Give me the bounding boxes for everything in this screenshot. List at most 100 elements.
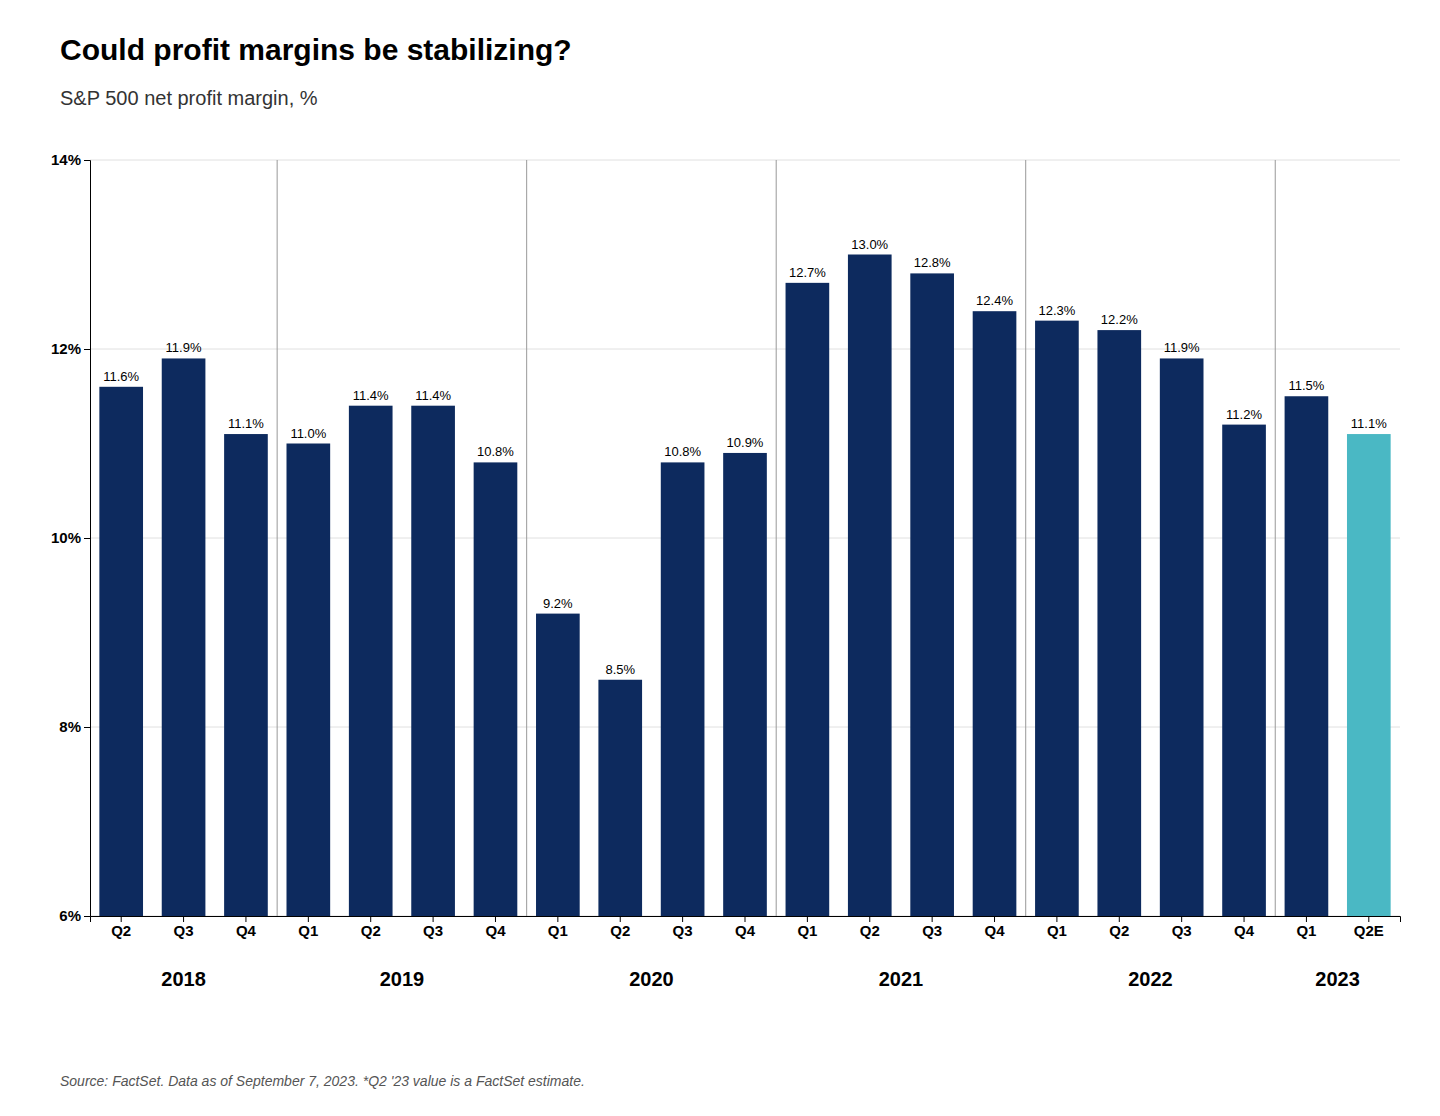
tick-label: Q1	[1047, 922, 1067, 939]
tick-label: Q1	[1296, 922, 1316, 939]
data-label: 11.4%	[353, 388, 389, 403]
data-label: 10.9%	[727, 435, 764, 450]
bar	[1035, 321, 1079, 916]
tick: Q3	[1172, 916, 1192, 939]
tick-label: Q4	[985, 922, 1006, 939]
year-labels: 201820192020202120222023	[161, 968, 1360, 990]
tick-mark	[84, 538, 90, 539]
tick-label: 10%	[51, 529, 81, 546]
tick: Q3	[922, 916, 942, 939]
bar	[1222, 425, 1266, 916]
tick: Q2E	[1354, 916, 1384, 939]
data-label: 12.3%	[1038, 303, 1075, 318]
tick-label: 8%	[59, 718, 81, 735]
bar	[474, 462, 518, 916]
tick: Q3	[174, 916, 194, 939]
tick: 14%	[51, 151, 90, 168]
year-label: 2018	[161, 968, 206, 990]
bar	[1097, 330, 1141, 916]
bar	[162, 358, 206, 916]
year-label: 2020	[629, 968, 674, 990]
year-label: 2023	[1315, 968, 1360, 990]
bar	[1347, 434, 1391, 916]
tick-label: Q4	[485, 922, 506, 939]
data-label: 12.7%	[789, 265, 826, 280]
tick-mark	[84, 160, 90, 161]
data-label: 11.1%	[228, 416, 264, 431]
tick-label: Q1	[797, 922, 817, 939]
grid-line	[90, 349, 1400, 350]
year-separator	[277, 160, 278, 916]
data-label: 11.5%	[1288, 378, 1324, 393]
bar	[99, 387, 143, 916]
tick-label: Q4	[1234, 922, 1255, 939]
tick: Q1	[797, 916, 817, 939]
data-labels: 11.6%11.9%11.1%11.0%11.4%11.4%10.8%9.2%8…	[103, 237, 1387, 677]
tick: Q1	[1296, 916, 1316, 939]
tick-mark	[84, 916, 90, 917]
tick: Q2	[361, 916, 381, 939]
data-label: 11.9%	[1164, 340, 1200, 355]
tick-label: Q1	[548, 922, 568, 939]
tick-label: 14%	[51, 151, 81, 168]
data-label: 10.8%	[664, 444, 701, 459]
tick-label: Q3	[174, 922, 194, 939]
bar	[598, 680, 642, 916]
bar	[1285, 396, 1329, 916]
tick: 12%	[51, 340, 90, 357]
tick-label: Q1	[298, 922, 318, 939]
bar	[973, 311, 1017, 916]
title: Could profit margins be stabilizing?	[60, 33, 572, 66]
year-separator	[776, 160, 777, 916]
tick-label: Q2	[860, 922, 880, 939]
separators	[277, 160, 1275, 916]
year-separator	[1275, 160, 1276, 916]
tick: 8%	[59, 718, 90, 735]
data-label: 11.2%	[1226, 407, 1262, 422]
bar	[661, 462, 705, 916]
tick: Q1	[298, 916, 318, 939]
tick: Q2	[1109, 916, 1129, 939]
tick: Q4	[985, 916, 1006, 939]
tick: 6%	[59, 907, 90, 924]
axis-line	[84, 161, 91, 917]
tick-label: Q2E	[1354, 922, 1384, 939]
tick-label: Q3	[423, 922, 443, 939]
year-label: 2021	[879, 968, 924, 990]
grid-line	[90, 160, 1400, 161]
plot: 11.6%11.9%11.1%11.0%11.4%11.4%10.8%9.2%8…	[51, 151, 1401, 1116]
tick-label: Q2	[1109, 922, 1129, 939]
tick: Q2	[111, 916, 131, 939]
tick-label: Q4	[236, 922, 257, 939]
tick-label: 12%	[51, 340, 81, 357]
tick: Q4	[485, 916, 506, 939]
tick-mark	[84, 349, 90, 350]
bar	[723, 453, 767, 916]
data-label: 11.1%	[1351, 416, 1387, 431]
bar	[786, 283, 830, 916]
bars	[99, 255, 1390, 917]
bar	[1160, 358, 1204, 916]
tick: Q1	[1047, 916, 1067, 939]
data-label: 11.6%	[103, 369, 139, 384]
bar	[224, 434, 268, 916]
bar	[910, 273, 954, 916]
tick-label: Q3	[1172, 922, 1192, 939]
data-label: 10.8%	[477, 444, 514, 459]
tick-label: Q2	[111, 922, 131, 939]
tick: Q1	[548, 916, 568, 939]
data-label: 11.9%	[166, 340, 202, 355]
bar	[349, 406, 393, 916]
tick-label: Q2	[361, 922, 381, 939]
year-label: 2019	[380, 968, 425, 990]
tick: Q4	[236, 916, 257, 939]
data-label: 12.4%	[976, 293, 1013, 308]
bar	[411, 406, 455, 916]
tick-mark	[84, 727, 90, 728]
tick-label: Q3	[673, 922, 693, 939]
subtitle: S&P 500 net profit margin, %	[60, 87, 318, 109]
data-label: 13.0%	[851, 237, 888, 252]
data-label: 11.0%	[290, 426, 326, 441]
data-label: 12.2%	[1101, 312, 1138, 327]
tick-label: Q3	[922, 922, 942, 939]
